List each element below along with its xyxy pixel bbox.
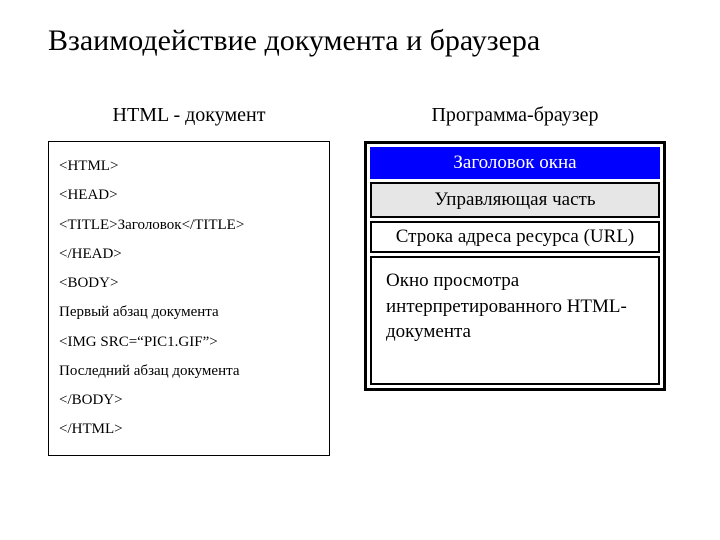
- code-line: <IMG SRC=“PIC1.GIF”>: [59, 328, 317, 357]
- browser-mockup: Заголовок окна Управляющая часть Строка …: [364, 141, 666, 391]
- code-line: Первый абзац документа: [59, 298, 317, 327]
- html-source-box: <HTML> <HEAD> <TITLE>Заголовок</TITLE> <…: [48, 141, 330, 456]
- code-line: </BODY>: [59, 386, 317, 415]
- slide-title: Взаимодействие документа и браузера: [48, 24, 680, 58]
- right-column: Программа-браузер Заголовок окна Управля…: [364, 104, 666, 456]
- code-line: <HTML>: [59, 152, 317, 181]
- code-line: <TITLE>Заголовок</TITLE>: [59, 211, 317, 240]
- columns: HTML - документ <HTML> <HEAD> <TITLE>Заг…: [48, 104, 680, 456]
- code-line: <BODY>: [59, 269, 317, 298]
- right-heading: Программа-браузер: [364, 104, 666, 127]
- left-column: HTML - документ <HTML> <HEAD> <TITLE>Заг…: [48, 104, 330, 456]
- control-bar: Управляющая часть: [370, 182, 660, 218]
- window-title-bar: Заголовок окна: [370, 147, 660, 179]
- code-line: Последний абзац документа: [59, 357, 317, 386]
- left-heading: HTML - документ: [48, 104, 330, 127]
- code-line: </HEAD>: [59, 240, 317, 269]
- code-line: <HEAD>: [59, 181, 317, 210]
- url-bar: Строка адреса ресурса (URL): [370, 221, 660, 253]
- viewport-area: Окно просмотра интерпретированного HTML-…: [370, 256, 660, 385]
- code-line: </HTML>: [59, 415, 317, 444]
